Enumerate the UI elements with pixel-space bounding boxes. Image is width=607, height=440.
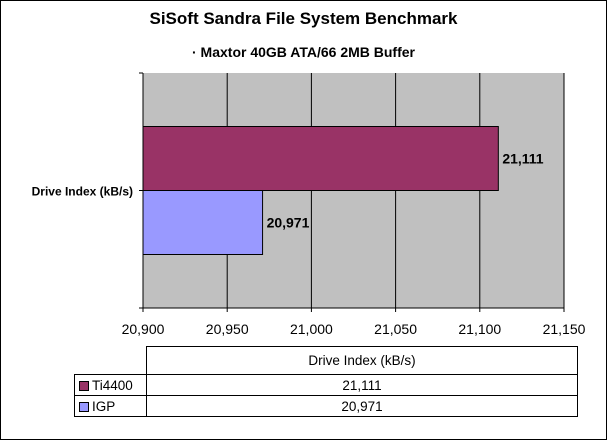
bar-ti4400	[142, 126, 499, 191]
data-table: Drive Index (kB/s) Ti4400 21,111 IGP 20,…	[74, 346, 578, 417]
x-tick-label: 20,950	[206, 321, 249, 337]
data-table-header: Drive Index (kB/s)	[146, 346, 578, 375]
x-tick-label: 21,000	[290, 321, 333, 337]
x-tick-label: 21,050	[374, 321, 417, 337]
chart-subtitle: · Maxtor 40GB ATA/66 2MB Buffer	[192, 44, 415, 60]
data-table-series-ti4400: Ti4400	[74, 374, 147, 396]
legend-swatch-igp	[79, 401, 89, 412]
data-table-value-igp: 20,971	[146, 395, 578, 417]
chart-title: SiSoft Sandra File System Benchmark	[149, 9, 458, 28]
data-label-ti4400: 21,111	[502, 151, 543, 167]
x-tick-label: 21,150	[543, 321, 586, 337]
category-label: Drive Index (kB/s)	[32, 185, 133, 199]
legend-swatch-ti4400	[79, 380, 89, 391]
bar-igp	[142, 190, 264, 255]
data-label-igp: 20,971	[267, 215, 310, 231]
data-table-corner	[74, 346, 147, 375]
legend-label-ti4400: Ti4400	[92, 377, 133, 393]
data-table-series-igp: IGP	[74, 395, 147, 417]
x-tick-label: 21,100	[458, 321, 501, 337]
x-tick-label: 20,900	[122, 321, 165, 337]
data-table-value-ti4400: 21,111	[146, 374, 578, 396]
legend-label-igp: IGP	[92, 398, 116, 414]
